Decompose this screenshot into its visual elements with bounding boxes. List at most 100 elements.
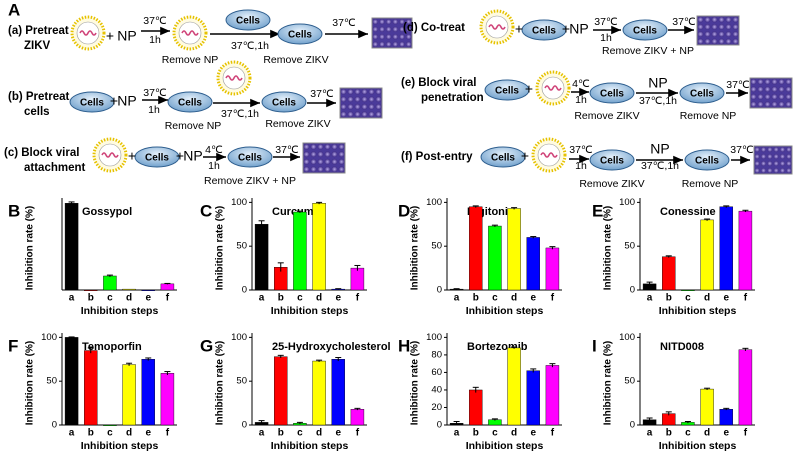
step-text: 1h (149, 34, 161, 46)
step-text: Remove NP (162, 54, 219, 66)
plate-well (754, 146, 760, 153)
plate-well (767, 153, 773, 160)
plate-well (785, 78, 792, 85)
step-label: attachment (24, 162, 86, 174)
cell-label: Cells (145, 153, 169, 164)
cell-label: Cells (288, 30, 312, 41)
x-axis-label: Inhibition steps (659, 305, 737, 317)
plate-well (778, 86, 785, 93)
bar (738, 349, 753, 426)
cell-icon (622, 19, 668, 41)
y-tick-label: 100 (619, 197, 635, 208)
plate-well (399, 18, 405, 25)
plate-well (375, 111, 382, 118)
plate-well (354, 96, 361, 103)
y-tick-label: 0 (437, 285, 442, 296)
plate (371, 17, 413, 49)
plate-well (704, 38, 711, 45)
step-text: Remove NP (165, 120, 222, 132)
chart-title: 25-Hydroxycholesterol (272, 341, 391, 353)
cell-label: Cells (238, 153, 262, 164)
bar (488, 225, 502, 291)
plate-well (725, 38, 732, 45)
bar (545, 247, 560, 291)
x-axis-label: Inhibition steps (466, 440, 544, 452)
panel-label: A (8, 0, 20, 19)
plate-well (785, 93, 792, 100)
plate-well (764, 86, 771, 93)
plate-well (725, 23, 732, 30)
bar (719, 206, 733, 291)
plate-well (704, 31, 711, 38)
step-text: NP (648, 75, 667, 91)
x-tick-label: f (744, 428, 748, 439)
plate-well (317, 166, 324, 173)
plate-well (697, 16, 704, 23)
panel-label: B (8, 201, 20, 220)
step-label: (d) Co-treat (403, 22, 465, 34)
plate-well (331, 151, 338, 158)
step-text: Remove ZIKV (579, 178, 644, 190)
y-tick-label: 0 (242, 285, 247, 296)
plate-well (764, 101, 771, 108)
x-tick-label: d (704, 293, 710, 304)
plate-well (760, 160, 767, 167)
step-text: 37℃,1h (641, 160, 679, 172)
plate-well (340, 88, 347, 95)
x-tick-label: d (126, 293, 132, 304)
x-tick-label: d (511, 428, 517, 439)
plate-well (773, 146, 779, 153)
x-tick-label: e (145, 293, 151, 304)
y-tick-label: 0 (437, 420, 442, 431)
step-text: Remove ZIKV + NP (204, 175, 296, 187)
cell-label: Cells (272, 98, 296, 109)
x-axis-label: Inhibition steps (659, 440, 737, 452)
plate-well (310, 166, 317, 173)
bar (738, 210, 753, 291)
plate-well (310, 151, 317, 158)
x-tick-label: a (259, 293, 265, 304)
x-tick-label: c (297, 293, 303, 304)
step-label: cells (24, 106, 50, 118)
step-text: NP (117, 28, 136, 44)
bar (141, 289, 155, 292)
step-label: (f) Post-entry (401, 151, 473, 163)
step-text: Remove NP (682, 178, 739, 190)
plate-well (368, 103, 375, 110)
cell-label: Cells (690, 89, 714, 100)
plate-well (711, 23, 718, 30)
plate-well (354, 103, 361, 110)
cell-icon (277, 23, 323, 45)
cell-label: Cells (495, 86, 519, 97)
plate-well (754, 153, 760, 160)
bar (103, 424, 117, 427)
plate-well (375, 96, 382, 103)
step-text: NP (569, 21, 588, 37)
virus-rna (540, 152, 558, 158)
x-tick-label: f (166, 293, 170, 304)
plate-well (303, 166, 310, 173)
x-tick-label: a (69, 293, 75, 304)
panel-label: G (200, 336, 213, 355)
step-text: 37℃,1h (231, 40, 269, 52)
virus-rna (79, 30, 97, 36)
cell-label: Cells (695, 156, 719, 167)
bar (84, 289, 98, 292)
plate-well (773, 167, 779, 174)
cell-label: Cells (600, 89, 624, 100)
plate-well (347, 111, 354, 118)
cell-label: Cells (80, 98, 104, 109)
plate-well (750, 93, 757, 100)
plate-well (405, 18, 412, 25)
panel-label: H (398, 336, 410, 355)
plate-well (771, 101, 778, 108)
x-tick-label: b (88, 293, 94, 304)
step-text: 1h (600, 32, 612, 44)
y-tick-label: 100 (426, 332, 442, 343)
y-tick-label: 80 (431, 349, 442, 360)
plate-well (757, 101, 764, 108)
plate-well (317, 151, 324, 158)
cell-icon (167, 91, 213, 113)
plate-well (764, 78, 771, 85)
bar (545, 365, 560, 426)
